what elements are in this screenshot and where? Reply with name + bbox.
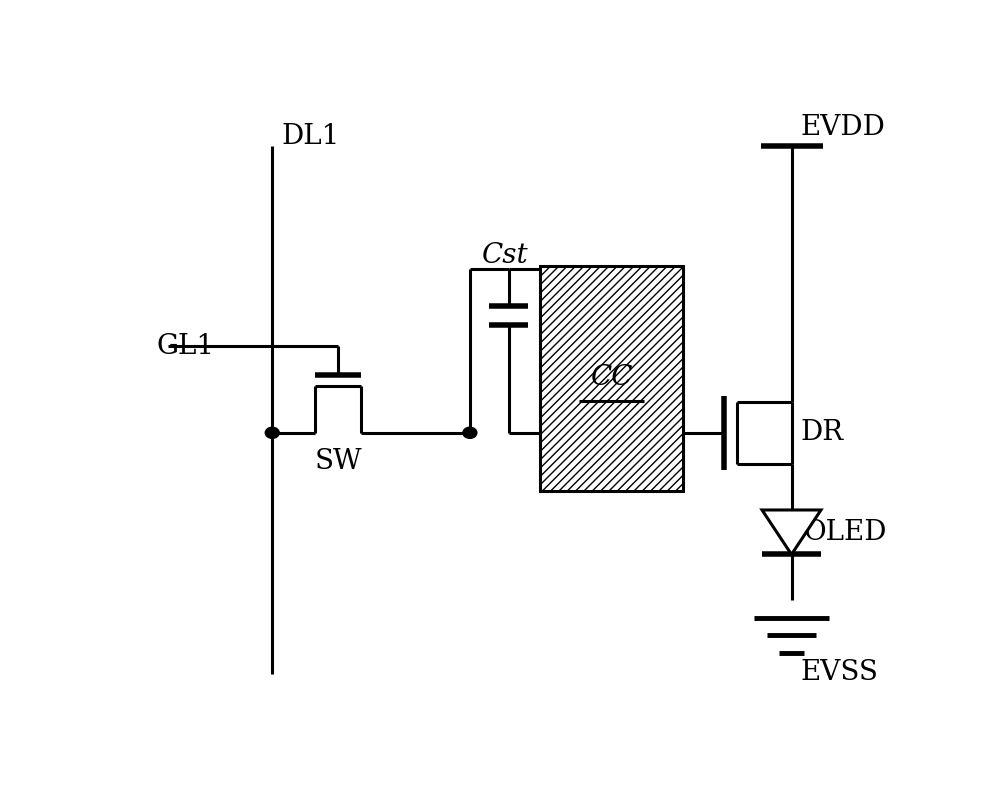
Text: EVSS: EVSS [801,659,879,686]
Circle shape [265,427,279,439]
Circle shape [463,427,477,439]
Polygon shape [762,510,821,554]
Text: DL1: DL1 [282,123,340,150]
Text: DR: DR [801,419,844,446]
Text: SW: SW [314,448,362,476]
Text: CC: CC [590,364,633,391]
Text: EVDD: EVDD [801,114,886,140]
Text: Cst: Cst [481,242,528,269]
Text: OLED: OLED [803,519,887,545]
Text: GL1: GL1 [156,333,214,360]
Bar [540,266,683,492]
